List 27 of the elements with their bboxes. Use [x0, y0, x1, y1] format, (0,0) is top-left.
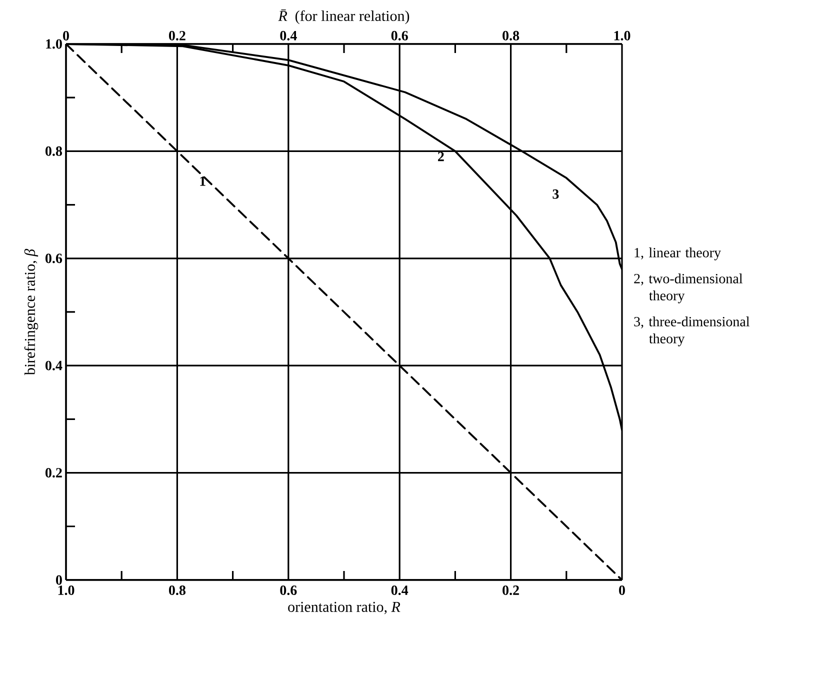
- text: 2, two-dimensional theory: [634, 274, 743, 304]
- x-tick-label: 0.8: [168, 586, 186, 596]
- series-label: 3: [552, 189, 559, 199]
- x2-tick-label: 0.4: [280, 30, 297, 40]
- x-tick-label: 0: [619, 586, 625, 595]
- x2-tick-label: 0: [63, 31, 69, 40]
- x-tick-label: 0.2: [502, 586, 519, 596]
- x2-axis-title: R̄ (for linear relation): [278, 9, 410, 24]
- x2-tick-label: 0.8: [502, 30, 520, 40]
- x2-tick-label: 1.0: [614, 30, 630, 40]
- x2-tick-label: 0.2: [168, 30, 186, 40]
- text: 3, three-dimensional theory: [634, 316, 750, 346]
- y-tick-label: 0.6: [46, 254, 62, 264]
- y-tick-label: 0.2: [46, 468, 62, 478]
- y-axis-title: birefringence ratio, β: [24, 248, 38, 376]
- x-tick-label: 1.0: [58, 586, 74, 596]
- y-tick-label: 0.4: [46, 360, 62, 370]
- series-label: 1: [200, 176, 206, 186]
- x-axis-title: orientation ratio, R: [288, 602, 400, 614]
- x-tick-label: 0.6: [280, 586, 297, 596]
- text: 1, linear theory: [634, 248, 721, 260]
- x2-tick-label: 0.6: [391, 30, 408, 40]
- x-tick-label: 0.4: [391, 586, 408, 596]
- y-tick-label: 0.8: [46, 146, 62, 156]
- series-label: 2: [438, 152, 444, 162]
- y-tick-label: 1.0: [46, 39, 62, 49]
- y-tick-label: 0: [56, 575, 62, 585]
